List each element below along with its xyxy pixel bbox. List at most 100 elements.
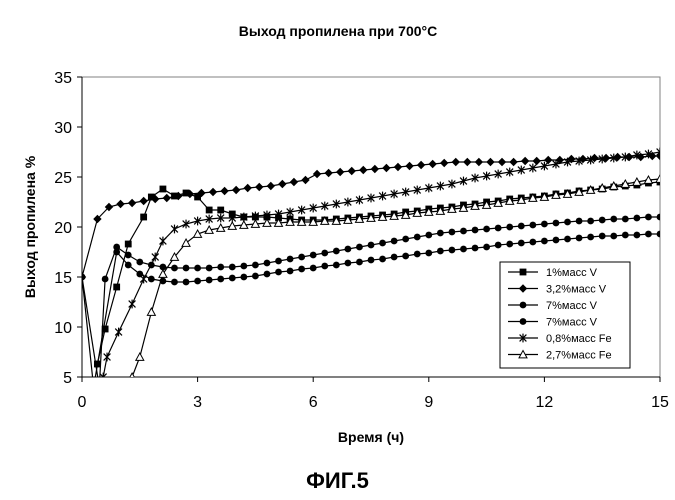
square-marker — [217, 207, 224, 214]
diamond-marker — [324, 169, 332, 177]
triangle-marker — [136, 353, 144, 360]
diamond-marker — [243, 184, 251, 192]
diamond-marker — [359, 166, 367, 174]
circle-marker — [633, 215, 640, 222]
circle-marker — [368, 257, 375, 264]
circle-marker — [90, 384, 97, 391]
diamond-marker — [128, 199, 136, 207]
square-marker — [140, 214, 147, 221]
circle-marker — [402, 253, 409, 260]
diamond-marker — [463, 158, 471, 166]
circle-marker — [310, 265, 317, 272]
y-tick-label: 15 — [54, 270, 72, 287]
circle-marker — [633, 232, 640, 239]
star-marker — [160, 237, 167, 246]
circle-marker — [506, 224, 513, 231]
circle-marker — [310, 252, 317, 259]
legend-label: 0,8%масс Fe — [546, 333, 612, 345]
circle-marker — [529, 239, 536, 246]
circle-marker — [414, 251, 421, 258]
square-marker — [160, 186, 167, 193]
circle-marker — [437, 248, 444, 255]
diamond-marker — [209, 188, 217, 196]
diamond-marker — [440, 159, 448, 167]
circle-marker — [460, 246, 467, 253]
circle-marker — [460, 228, 467, 235]
diamond-marker — [521, 157, 529, 165]
diamond-marker — [336, 168, 344, 176]
circle-marker — [645, 214, 652, 221]
star-marker — [140, 275, 147, 284]
diamond-marker — [486, 158, 494, 166]
circle-marker — [125, 262, 132, 269]
circle-marker — [217, 264, 224, 271]
circle-marker — [240, 263, 247, 270]
legend-label: 7%масс V — [546, 300, 598, 312]
circle-marker — [356, 259, 363, 266]
circle-marker — [599, 233, 606, 240]
star-marker — [152, 253, 159, 262]
circle-marker — [321, 250, 328, 257]
circle-marker — [379, 240, 386, 247]
diamond-marker — [348, 167, 356, 175]
circle-marker — [657, 214, 664, 221]
y-tick-label: 35 — [54, 70, 72, 87]
circle-marker — [217, 276, 224, 283]
circle-marker — [414, 234, 421, 241]
circle-marker — [564, 219, 571, 226]
circle-marker — [287, 268, 294, 275]
diamond-marker — [394, 163, 402, 171]
circle-marker — [425, 232, 432, 239]
diamond-marker — [313, 170, 321, 178]
diamond-marker — [278, 180, 286, 188]
circle-marker — [298, 266, 305, 273]
x-tick-label: 15 — [651, 394, 669, 411]
circle-marker — [425, 250, 432, 257]
circle-marker — [506, 241, 513, 248]
diamond-marker — [532, 157, 540, 165]
diamond-marker — [255, 183, 263, 191]
circle-marker — [610, 233, 617, 240]
star-marker — [115, 328, 122, 337]
diamond-marker — [544, 156, 552, 164]
circle-marker — [96, 384, 103, 391]
circle-marker — [321, 263, 328, 270]
star-marker — [171, 225, 178, 234]
figure-caption: ФИГ.5 — [0, 468, 675, 494]
circle-marker — [113, 249, 120, 256]
diamond-marker — [301, 176, 309, 184]
circle-marker — [229, 264, 236, 271]
diamond-marker — [116, 200, 124, 208]
circle-marker — [587, 234, 594, 241]
circle-marker — [391, 238, 398, 245]
circle-marker — [483, 226, 490, 233]
diamond-marker — [267, 182, 275, 190]
circle-marker — [275, 269, 282, 276]
circle-marker — [287, 256, 294, 263]
diamond-marker — [290, 178, 298, 186]
circle-marker — [645, 231, 652, 238]
circle-marker — [599, 217, 606, 224]
circle-marker — [136, 259, 143, 266]
circle-marker — [472, 245, 479, 252]
square-marker — [125, 241, 132, 248]
circle-marker — [344, 260, 351, 267]
diamond-marker — [509, 158, 517, 166]
y-tick-label: 20 — [54, 220, 72, 237]
triangle-marker — [159, 270, 167, 277]
legend-label: 7%масс V — [546, 317, 598, 329]
circle-marker — [379, 256, 386, 263]
circle-marker — [437, 230, 444, 237]
circle-marker — [252, 273, 259, 280]
circle-marker — [576, 218, 583, 225]
diamond-marker — [163, 194, 171, 202]
square-marker — [206, 207, 213, 214]
triangle-marker — [194, 230, 202, 237]
diamond-marker — [371, 165, 379, 173]
circle-marker — [472, 227, 479, 234]
star-marker — [104, 353, 111, 362]
star-marker — [183, 220, 190, 229]
chart-title: Выход пропилена при 700°C — [239, 23, 437, 39]
circle-marker — [495, 225, 502, 232]
